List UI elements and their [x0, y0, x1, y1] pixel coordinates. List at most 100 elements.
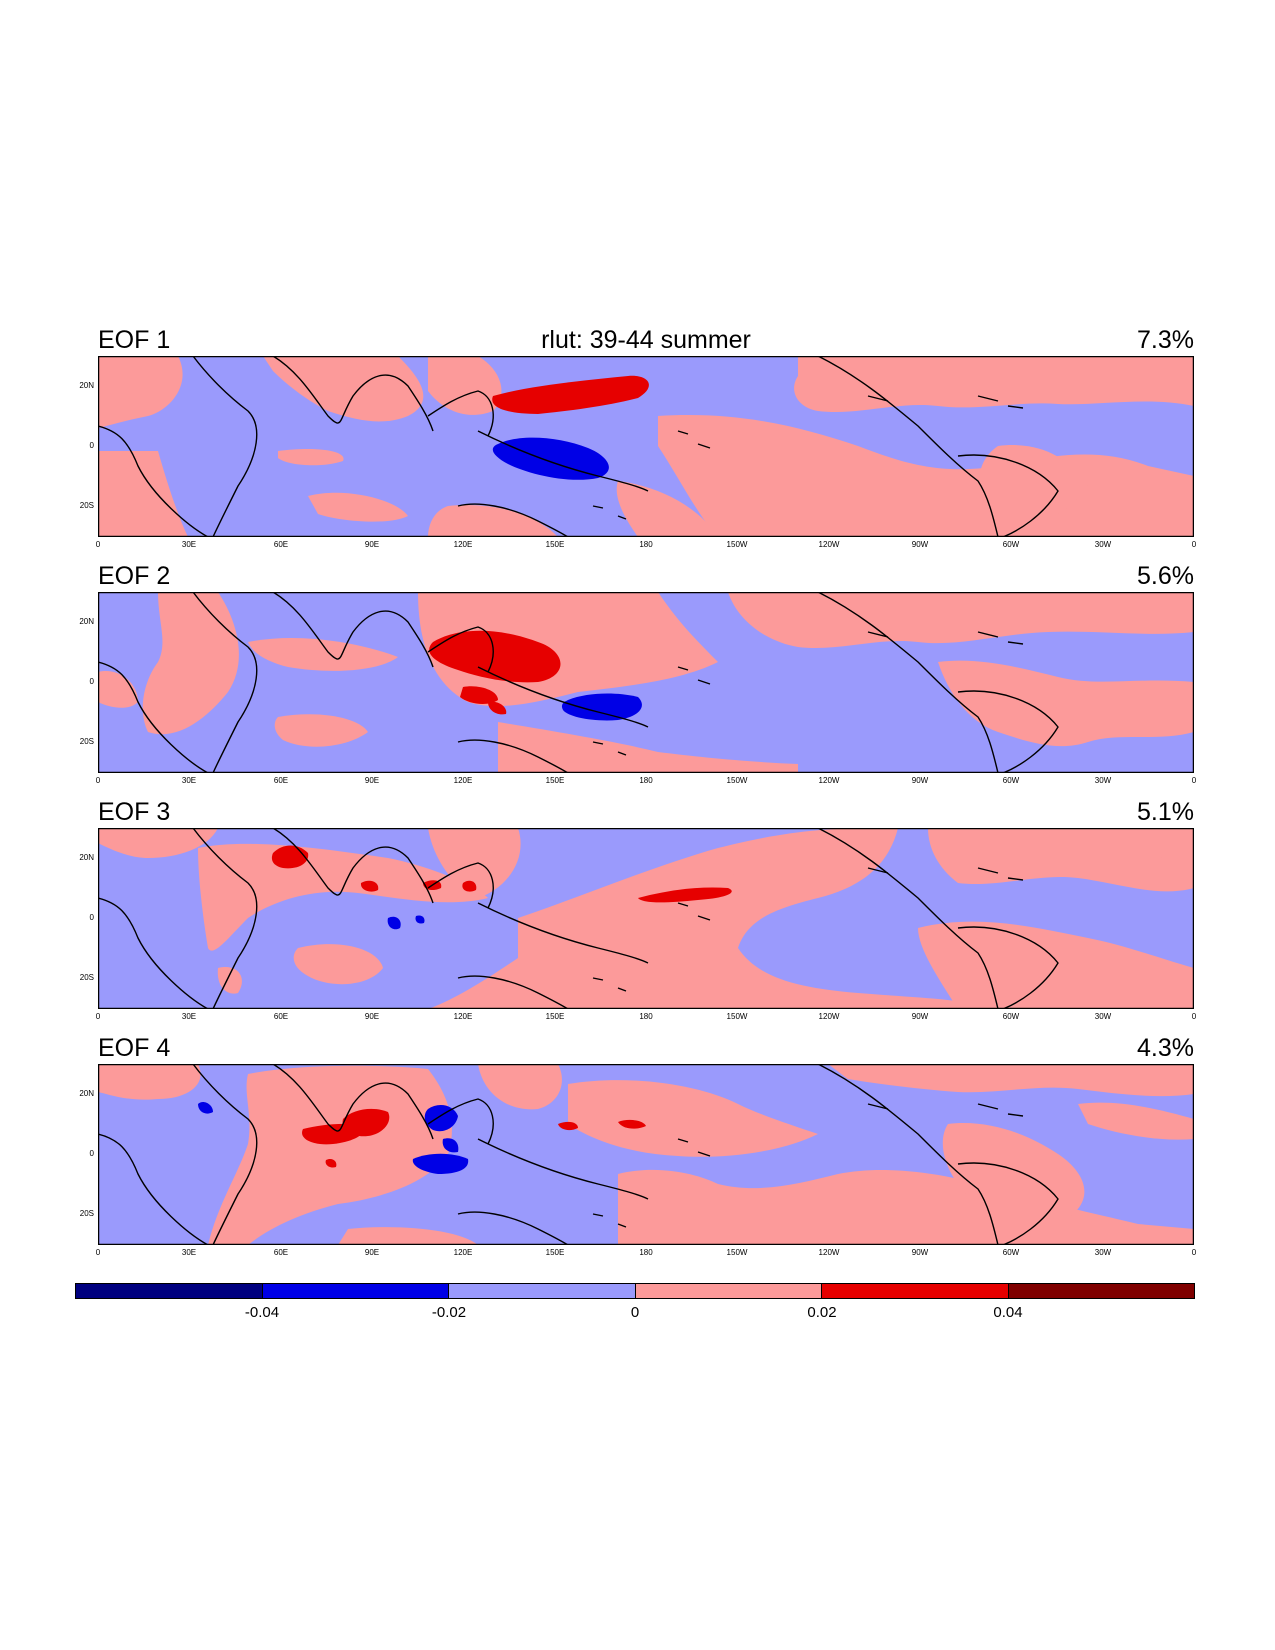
- lon-label: 150E: [545, 776, 565, 785]
- lon-label: 30E: [181, 1012, 197, 1021]
- lat-label-20n: 20N: [79, 853, 94, 862]
- colorbar: [75, 1283, 1195, 1299]
- eof-4-label: EOF 4: [98, 1034, 171, 1062]
- lat-label-20n: 20N: [79, 617, 94, 626]
- lon-label: 90W: [911, 776, 929, 785]
- positive-anomaly-regions: [98, 356, 1194, 537]
- eof-1-label: EOF 1: [98, 326, 171, 354]
- colorbar-label: 0: [630, 1304, 640, 1321]
- lon-label: 180: [639, 540, 653, 549]
- lon-label: 120E: [453, 776, 473, 785]
- lon-label: 120W: [818, 1248, 840, 1257]
- lat-label-20n: 20N: [79, 1089, 94, 1098]
- eof-4-map: [98, 1064, 1194, 1245]
- lon-label: 120W: [818, 776, 840, 785]
- map-frame: [98, 356, 1194, 537]
- lon-label: 90W: [911, 540, 929, 549]
- lon-label: 0: [1191, 540, 1197, 549]
- lon-label: 60W: [1002, 1012, 1020, 1021]
- lon-label: 180: [639, 1248, 653, 1257]
- map-frame: [98, 1064, 1194, 1245]
- lon-label: 60W: [1002, 776, 1020, 785]
- lon-label: 30E: [181, 776, 197, 785]
- lon-label: 60E: [273, 776, 289, 785]
- lat-label-20s: 20S: [79, 501, 94, 510]
- lon-label: 120W: [818, 1012, 840, 1021]
- eof-4-variance: 4.3%: [1137, 1034, 1194, 1062]
- lon-label: 150W: [726, 1248, 748, 1257]
- coastlines: [98, 1064, 1059, 1245]
- lon-label: 180: [639, 776, 653, 785]
- lat-label-20n: 20N: [79, 381, 94, 390]
- lon-label: 30E: [181, 1248, 197, 1257]
- lon-label: 0: [95, 540, 101, 549]
- eof-1-variance: 7.3%: [1137, 326, 1194, 354]
- lat-label-0: 0: [89, 1149, 94, 1158]
- lon-label: 120W: [818, 540, 840, 549]
- strong-positive-region: [429, 630, 561, 683]
- lon-label: 0: [1191, 776, 1197, 785]
- lon-label: 150E: [545, 1248, 565, 1257]
- colorbar-bin: [262, 1284, 449, 1298]
- lon-label: 0: [1191, 1012, 1197, 1021]
- eof-2-variance: 5.6%: [1137, 562, 1194, 590]
- lon-label: 90E: [364, 540, 380, 549]
- lon-label: 150W: [726, 1012, 748, 1021]
- eof-2-label: EOF 2: [98, 562, 171, 590]
- eof-2-map: [98, 592, 1194, 773]
- lon-label: 180: [639, 1012, 653, 1021]
- eof-3-variance: 5.1%: [1137, 798, 1194, 826]
- map-frame: [98, 592, 1194, 773]
- eof-1-map: [98, 356, 1194, 537]
- lat-label-0: 0: [89, 441, 94, 450]
- lon-label: 120E: [453, 1248, 473, 1257]
- lon-label: 90E: [364, 1012, 380, 1021]
- positive-anomaly-regions: [98, 1064, 1194, 1245]
- colorbar-label: 0.02: [807, 1304, 837, 1321]
- strong-negative-regions: [387, 915, 425, 930]
- lon-label: 60E: [273, 1248, 289, 1257]
- strong-positive-region: [460, 686, 498, 704]
- colorbar-label: -0.02: [431, 1304, 467, 1321]
- colorbar-bin: [76, 1284, 263, 1298]
- lon-label: 0: [95, 1012, 101, 1021]
- colorbar-label: 0.04: [993, 1304, 1023, 1321]
- lon-label: 60W: [1002, 540, 1020, 549]
- strong-positive-regions: [302, 1108, 646, 1168]
- lon-label: 30W: [1094, 1012, 1112, 1021]
- strong-positive-region: [492, 375, 649, 414]
- lon-label: 0: [95, 1248, 101, 1257]
- lon-label: 60W: [1002, 1248, 1020, 1257]
- map-frame: [98, 828, 1194, 1009]
- strong-negative-region: [561, 693, 642, 721]
- colorbar-bin: [1008, 1284, 1194, 1298]
- lon-label: 60E: [273, 1012, 289, 1021]
- lon-label: 0: [95, 776, 101, 785]
- lon-label: 120E: [453, 1012, 473, 1021]
- lon-label: 30W: [1094, 1248, 1112, 1257]
- lat-label-20s: 20S: [79, 973, 94, 982]
- coastlines: [98, 356, 1059, 537]
- lat-label-0: 0: [89, 677, 94, 686]
- lon-label: 30W: [1094, 540, 1112, 549]
- coastlines: [98, 828, 1059, 1009]
- lon-label: 150E: [545, 540, 565, 549]
- eof-3-map: [98, 828, 1194, 1009]
- lat-label-0: 0: [89, 913, 94, 922]
- colorbar-bin: [635, 1284, 822, 1298]
- strong-negative-region: [492, 437, 609, 480]
- colorbar-bin: [822, 1284, 1009, 1298]
- strong-negative-regions: [198, 1101, 469, 1174]
- colorbar-label: -0.04: [244, 1304, 280, 1321]
- lon-label: 90E: [364, 1248, 380, 1257]
- lat-label-20s: 20S: [79, 737, 94, 746]
- lon-label: 150W: [726, 776, 748, 785]
- lat-label-20s: 20S: [79, 1209, 94, 1218]
- colorbar-bin: [449, 1284, 636, 1298]
- lon-label: 90W: [911, 1248, 929, 1257]
- lon-label: 120E: [453, 540, 473, 549]
- lon-label: 150E: [545, 1012, 565, 1021]
- figure-title: rlut: 39-44 summer: [541, 326, 751, 354]
- lon-label: 30E: [181, 540, 197, 549]
- lon-label: 90E: [364, 776, 380, 785]
